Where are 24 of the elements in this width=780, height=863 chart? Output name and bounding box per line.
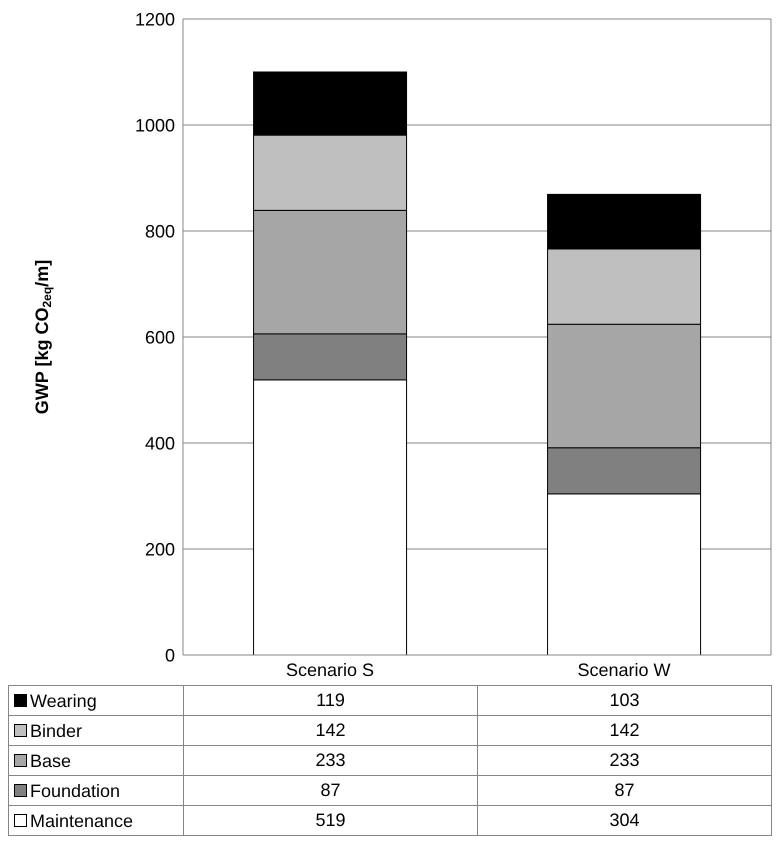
y-tick-label: 0 bbox=[164, 645, 175, 666]
data-label: 233 bbox=[478, 746, 772, 776]
data-label: 87 bbox=[478, 776, 772, 806]
data-label: 87 bbox=[184, 776, 478, 806]
legend-label: Wearing bbox=[30, 690, 97, 710]
x-tick-label: Scenario S bbox=[286, 660, 374, 680]
data-label: 519 bbox=[184, 806, 478, 836]
data-label: 142 bbox=[184, 716, 478, 746]
legend-label: Foundation bbox=[30, 780, 120, 800]
y-tick-label: 600 bbox=[144, 327, 175, 348]
data-label: 103 bbox=[478, 686, 772, 716]
data-label: 142 bbox=[478, 716, 772, 746]
data-label: 304 bbox=[478, 806, 772, 836]
legend-label: Binder bbox=[30, 720, 82, 740]
y-tick-label: 200 bbox=[144, 539, 175, 560]
data-label: 119 bbox=[184, 686, 478, 716]
legend-label: Maintenance bbox=[30, 810, 134, 830]
x-tick-label: Scenario W bbox=[577, 660, 671, 680]
y-tick-label: 800 bbox=[144, 221, 175, 242]
y-tick-label: 400 bbox=[144, 433, 175, 454]
data-label: 233 bbox=[184, 746, 478, 776]
y-tick-label: 1200 bbox=[134, 9, 175, 30]
legend-label: Base bbox=[30, 750, 72, 770]
y-tick-label: 1000 bbox=[134, 115, 175, 136]
